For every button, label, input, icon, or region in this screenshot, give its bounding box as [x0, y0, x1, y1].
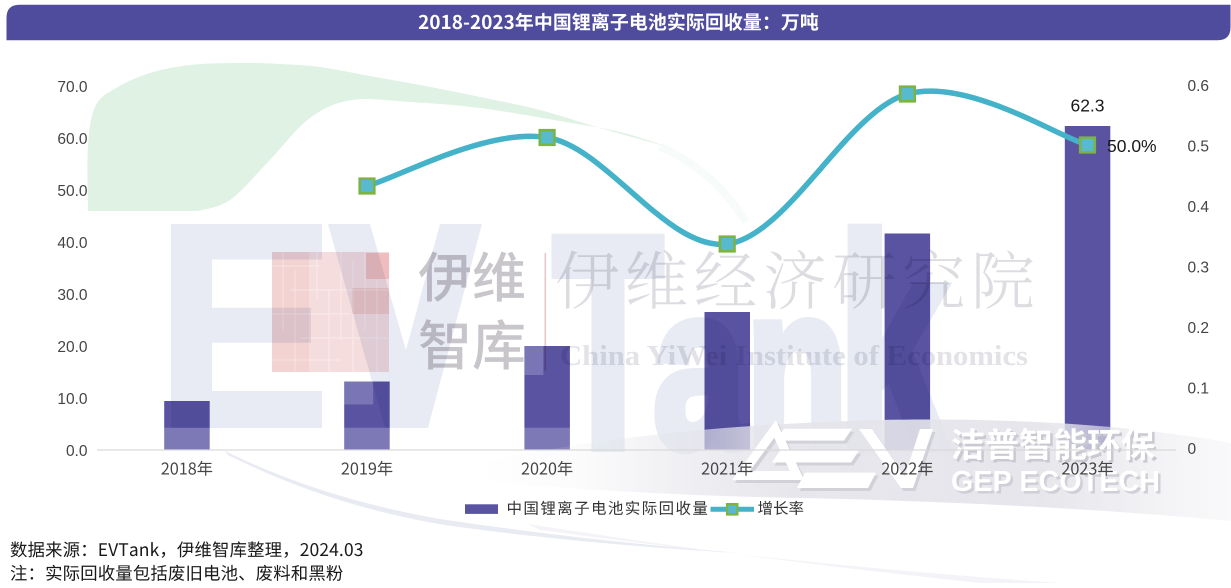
svg-text:0.6: 0.6	[1188, 78, 1210, 95]
svg-text:50.0%: 50.0%	[1107, 136, 1157, 156]
svg-text:0.1: 0.1	[1188, 381, 1210, 398]
svg-text:0.0: 0.0	[66, 443, 88, 460]
svg-text:0: 0	[1188, 441, 1197, 458]
svg-text:40.0: 40.0	[57, 235, 88, 252]
svg-text:20.0: 20.0	[57, 339, 88, 356]
svg-text:60.0: 60.0	[57, 131, 88, 148]
svg-text:70.0: 70.0	[57, 79, 88, 96]
svg-text:China YiWei Institute of Econo: China YiWei Institute of Economics	[560, 341, 1028, 372]
svg-text:GEP ECOTECH: GEP ECOTECH	[954, 469, 1163, 501]
svg-text:62.3: 62.3	[1070, 96, 1104, 116]
svg-text:50.0: 50.0	[57, 183, 88, 200]
svg-text:0.2: 0.2	[1188, 320, 1210, 337]
svg-text:30.0: 30.0	[57, 287, 88, 304]
svg-text:GEP ECOTECH: GEP ECOTECH	[951, 466, 1160, 498]
svg-text:0.3: 0.3	[1188, 260, 1210, 277]
svg-text:0.5: 0.5	[1188, 139, 1210, 156]
svg-text:10.0: 10.0	[57, 391, 88, 408]
svg-text:0.4: 0.4	[1188, 199, 1210, 216]
